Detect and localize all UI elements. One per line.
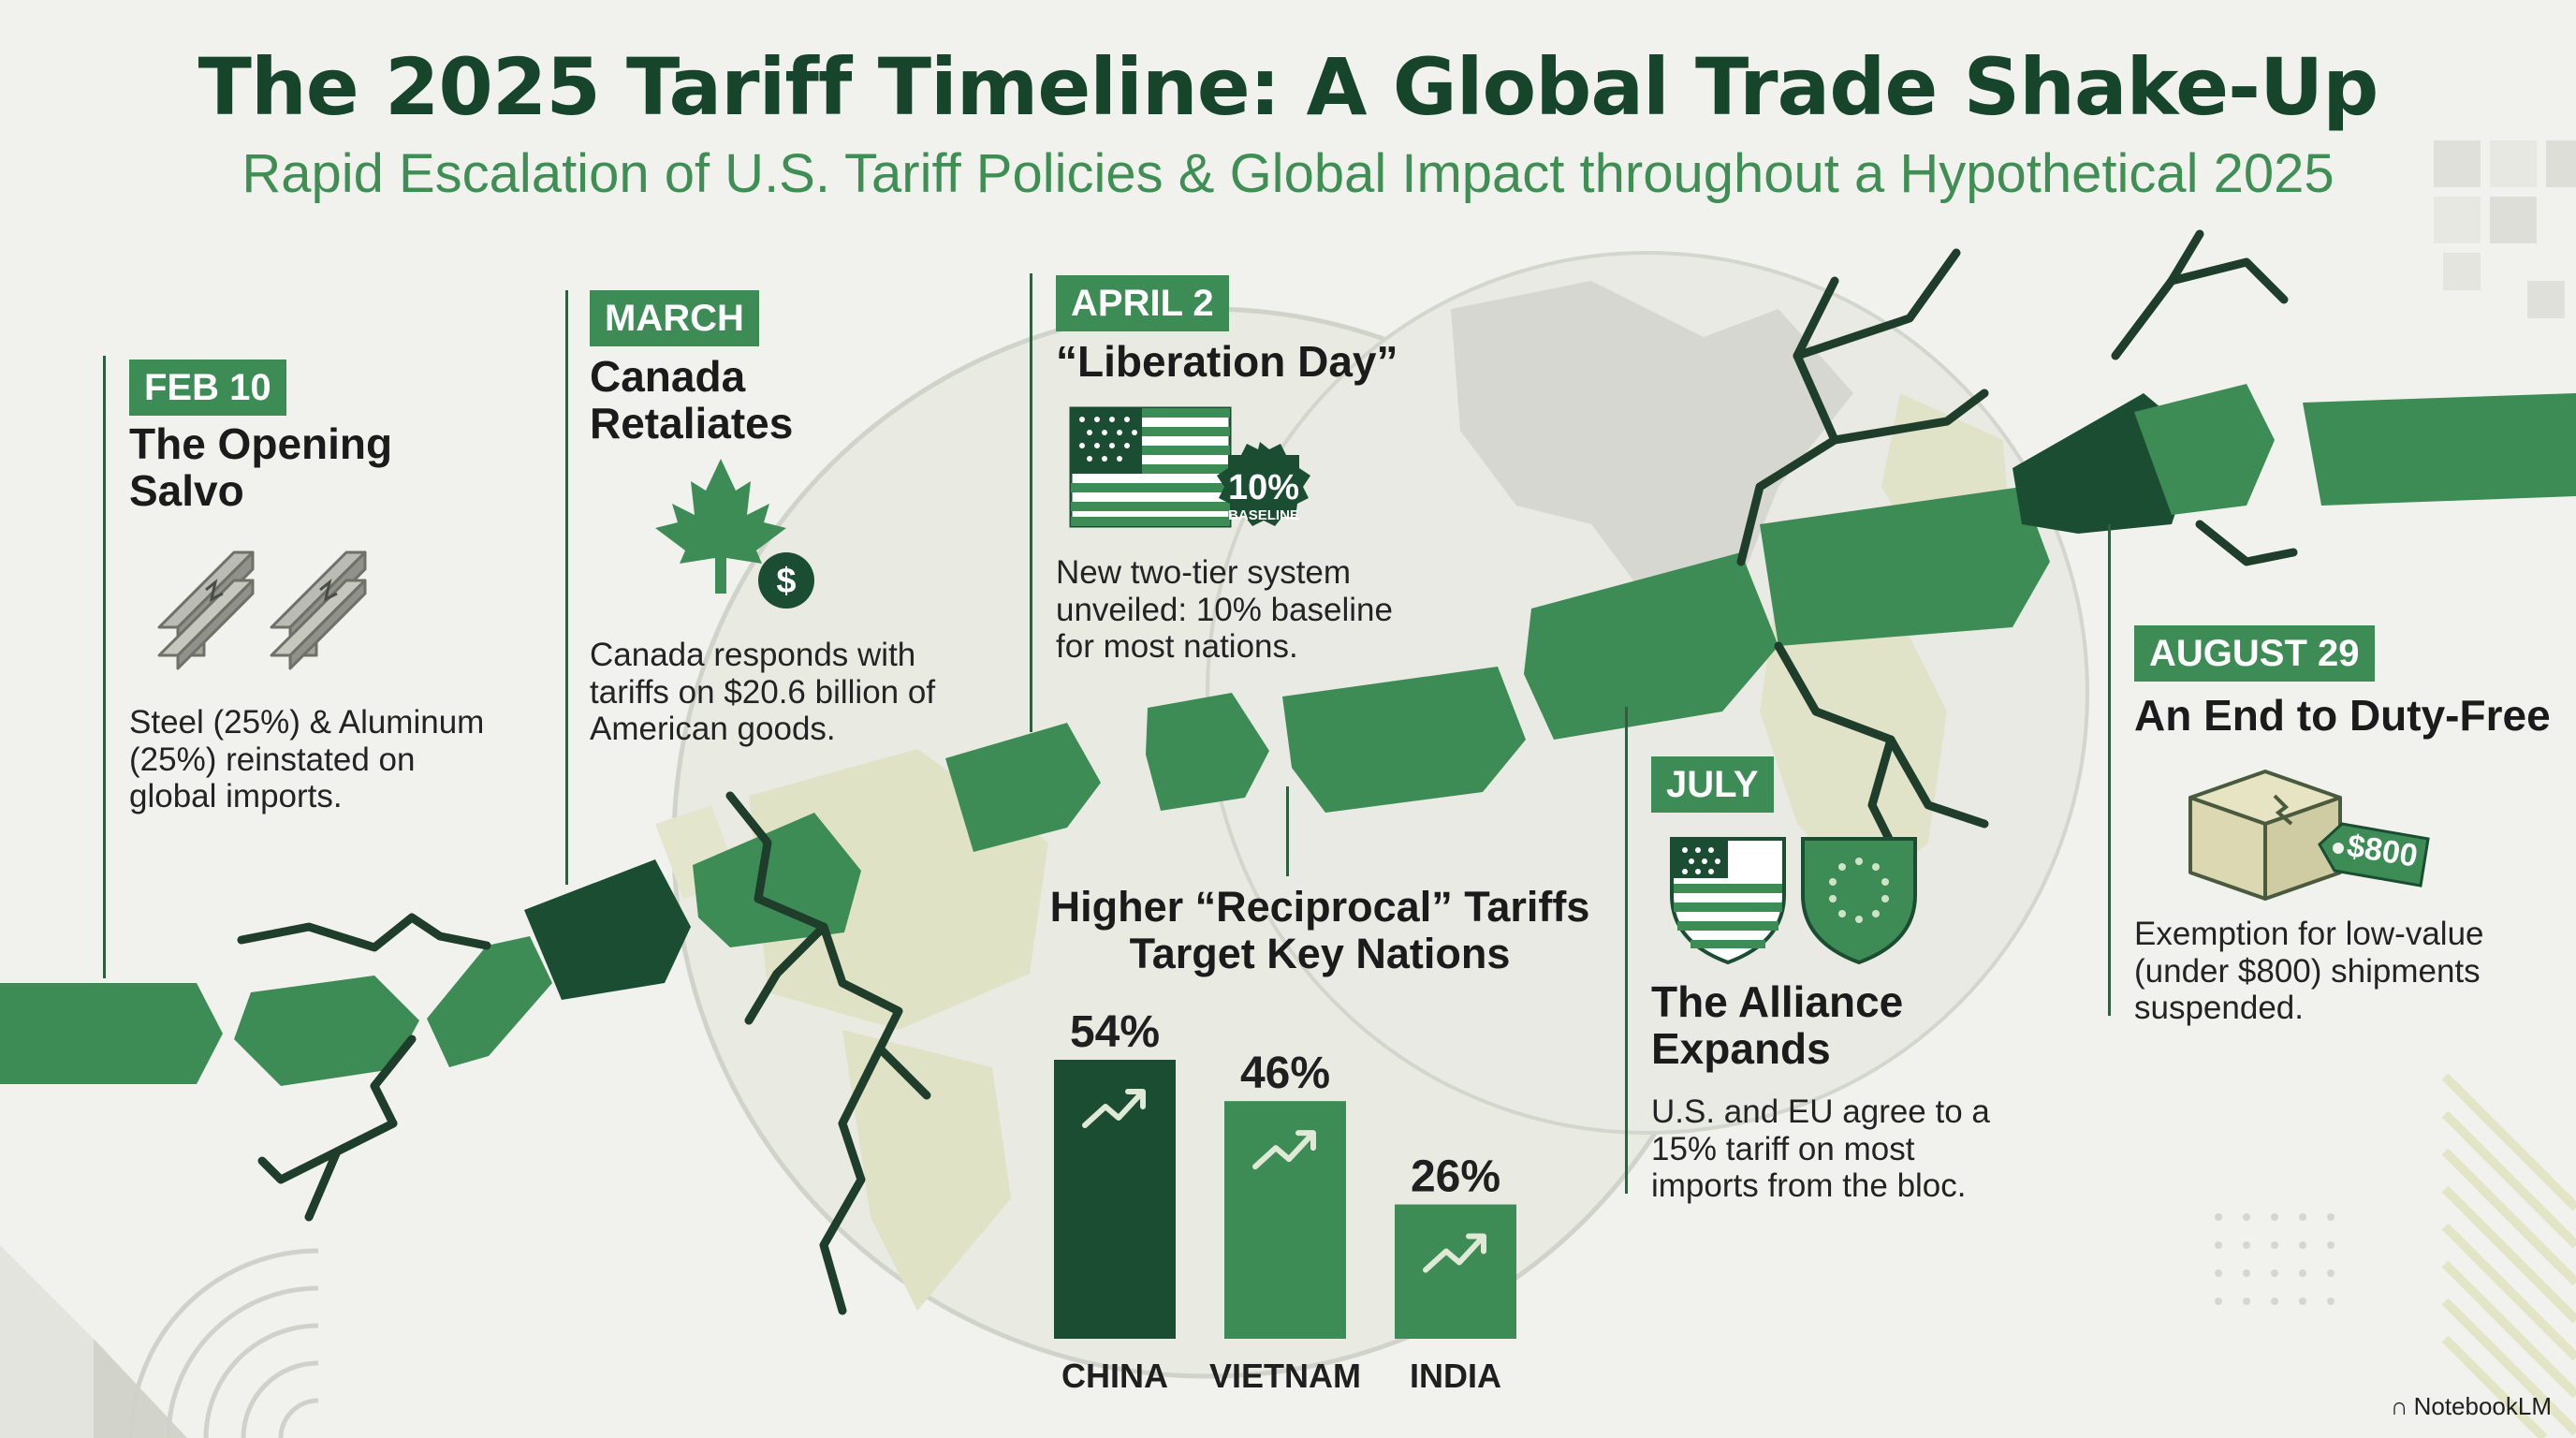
date-badge-april-2: APRIL 2: [1056, 275, 1229, 331]
timeline-connector-april: [1030, 273, 1032, 732]
notebooklm-brand: ∩ NotebookLM: [2391, 1392, 2552, 1421]
page-title: The 2025 Tariff Timeline: A Global Trade…: [198, 41, 2379, 133]
bar-value-label: 46%: [1240, 1049, 1330, 1098]
event-headline-august: An End to Duty-Free: [2134, 691, 2551, 740]
us-flag-icon: [1069, 406, 1310, 528]
us-eu-shields-icon: [1670, 837, 1917, 965]
event-body-march: Canada responds with tariffs on $20.6 bi…: [590, 637, 936, 748]
maple-leaf-dollar-icon: $: [655, 459, 814, 609]
timeline-connector-reciprocal: [1286, 786, 1289, 876]
bar-vietnam: [1224, 1101, 1346, 1339]
bar-india: [1395, 1204, 1516, 1339]
date-badge-march: MARCH: [590, 290, 759, 346]
timeline-connector-july: [1625, 707, 1628, 1194]
event-headline-july: The Alliance Expands: [1651, 977, 1904, 1073]
trend-up-icon: [1252, 1130, 1316, 1170]
event-body-feb: Steel (25%) & Aluminum (25%) reinstated …: [129, 704, 485, 815]
baseline-seal-icon: [1217, 442, 1310, 526]
event-headline-march: Canada Retaliates: [590, 352, 794, 448]
bar-value-label: 54%: [1070, 1007, 1160, 1057]
svg-text:$: $: [776, 562, 796, 601]
reciprocal-chart-title: Higher “Reciprocal” Tariffs Target Key N…: [1049, 883, 1590, 978]
trade-ribbon: [0, 384, 2576, 1086]
baseline-seal-label: BASELINE: [1228, 507, 1299, 523]
steel-beams-icon: [157, 550, 367, 670]
timeline-connector-feb: [103, 356, 106, 978]
date-badge-august-29: AUGUST 29: [2134, 625, 2375, 682]
trend-up-icon: [1082, 1089, 1146, 1128]
event-body-july: U.S. and EU agree to a 15% tariff on mos…: [1651, 1093, 1990, 1205]
bar-china: [1054, 1060, 1176, 1339]
corner-decorations: [0, 140, 2576, 1438]
timeline-connector-august: [2108, 524, 2111, 1016]
bar-category-label: CHINA: [1061, 1357, 1168, 1395]
event-headline-april: “Liberation Day”: [1056, 337, 1398, 386]
page-subtitle: Rapid Escalation of U.S. Tariff Policies…: [242, 143, 2334, 204]
notebooklm-logo-icon: ∩: [2390, 1392, 2408, 1420]
timeline-connector-march: [565, 290, 568, 885]
package-price-tag-icon: [2188, 770, 2430, 901]
trend-up-icon: [1423, 1233, 1486, 1273]
event-body-august: Exemption for low-value (under $800) shi…: [2134, 916, 2484, 1027]
date-badge-july: JULY: [1651, 756, 1774, 813]
bar-category-label: INDIA: [1410, 1357, 1501, 1395]
event-headline-feb: The Opening Salvo: [129, 419, 393, 515]
date-badge-feb-10: FEB 10: [129, 360, 286, 416]
bar-value-label: 26%: [1411, 1152, 1500, 1202]
event-body-april: New two-tier system unveiled: 10% baseli…: [1056, 554, 1393, 666]
bar-category-label: VIETNAM: [1209, 1357, 1361, 1395]
baseline-seal-value: 10%: [1227, 468, 1300, 507]
brand-name: NotebookLM: [2413, 1392, 2552, 1420]
reciprocal-bar-chart: 54% CHINA 46% VIETNAM 26% INDIA: [1054, 1007, 1516, 1395]
